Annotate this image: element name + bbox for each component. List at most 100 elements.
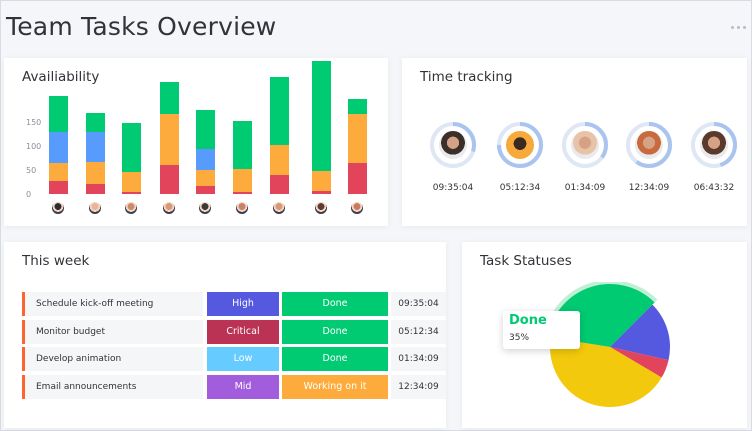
time-tracking-title: Time tracking (420, 69, 513, 85)
pie-tooltip: Done 35% (503, 311, 580, 349)
page-title: Team Tasks Overview (6, 12, 277, 41)
more-options-icon[interactable] (731, 26, 746, 29)
time-tracking-person[interactable]: 06:43:32 (684, 121, 744, 226)
task-statuses-title: Task Statuses (480, 253, 572, 269)
person-avatar[interactable] (88, 201, 102, 215)
priority-label[interactable]: High (207, 292, 279, 316)
status-label[interactable]: Working on it (282, 375, 388, 399)
bar-segment (270, 77, 289, 146)
status-label[interactable]: Done (282, 292, 388, 316)
availability-widget: Availiability 150 100 50 0 (4, 58, 388, 226)
person-avatar (569, 129, 601, 161)
person-avatar (504, 129, 536, 161)
priority-label[interactable]: Mid (207, 375, 279, 399)
bar-segment (86, 113, 105, 133)
person-avatar (698, 129, 730, 161)
time-tracking-person[interactable]: 09:35:04 (423, 121, 483, 226)
availability-bar[interactable] (86, 113, 105, 194)
task-name[interactable]: Email announcements (22, 375, 203, 399)
task-row[interactable]: Schedule kick-off meeting High Done 09:35:0… (22, 292, 446, 316)
bar-segment (160, 81, 179, 115)
time-tracking-person[interactable]: 12:34:09 (619, 121, 679, 226)
progress-ring (626, 122, 672, 168)
bar-segment (270, 145, 289, 175)
bar-segment (160, 114, 179, 165)
person-avatar[interactable] (314, 201, 328, 215)
bar-segment (270, 174, 289, 194)
pie-slice[interactable] (550, 337, 662, 407)
y-tick-label: 100 (26, 142, 42, 151)
status-label[interactable]: Done (282, 347, 388, 371)
task-name[interactable]: Develop animation (22, 347, 203, 371)
person-avatar[interactable] (272, 201, 286, 215)
person-avatar[interactable] (198, 201, 212, 215)
person-avatar[interactable] (124, 201, 138, 215)
person-avatar (633, 129, 665, 161)
pie-slice[interactable] (610, 304, 670, 361)
bar-segment (86, 132, 105, 162)
this-week-title: This week (22, 253, 90, 269)
task-row[interactable]: Monitor budget Critical Done 05:12:34 (22, 320, 446, 344)
time-tracking-person[interactable]: 01:34:09 (555, 121, 615, 226)
bar-segment (233, 169, 252, 193)
task-time: 05:12:34 (391, 320, 446, 344)
task-name[interactable]: Schedule kick-off meeting (22, 292, 203, 316)
person-avatar[interactable] (51, 201, 65, 215)
bar-segment (196, 109, 215, 149)
tracked-time: 06:43:32 (693, 183, 735, 193)
tracked-time: 05:12:34 (499, 183, 541, 193)
time-tracking-person[interactable]: 05:12:34 (490, 121, 550, 226)
tooltip-label: Done (509, 313, 547, 328)
tracked-time: 12:34:09 (628, 183, 670, 193)
bar-segment (49, 181, 68, 194)
task-name[interactable]: Monitor budget (22, 320, 203, 344)
status-label[interactable]: Done (282, 320, 388, 344)
bar-segment (122, 122, 141, 172)
bar-segment (312, 191, 331, 194)
task-row[interactable]: Develop animation Low Done 01:34:09 (22, 347, 446, 371)
task-statuses-widget: Task Statuses Done 35% (462, 242, 747, 428)
availability-bar[interactable] (160, 81, 179, 194)
progress-ring (562, 122, 608, 168)
progress-ring (497, 122, 543, 168)
availability-bar[interactable] (348, 99, 367, 194)
bar-segment (49, 131, 68, 163)
availability-bar[interactable] (312, 60, 331, 194)
bar-segment (196, 148, 215, 171)
availability-bar[interactable] (233, 120, 252, 194)
availability-bar[interactable] (196, 109, 215, 194)
pie-slice[interactable] (610, 347, 669, 378)
time-tracking-widget: Time tracking 09:35:04 05:12:34 01:34:09 12… (402, 58, 747, 226)
availability-bar[interactable] (270, 77, 289, 194)
bar-segment (49, 95, 68, 132)
progress-ring (430, 122, 476, 168)
bar-segment (196, 186, 215, 194)
bar-segment (233, 192, 252, 194)
availability-bar[interactable] (49, 95, 68, 194)
bar-segment (312, 60, 331, 171)
availability-bar[interactable] (122, 122, 141, 194)
progress-ring (691, 122, 737, 168)
tracked-time: 01:34:09 (564, 183, 606, 193)
person-avatar (437, 129, 469, 161)
priority-label[interactable]: Critical (207, 320, 279, 344)
priority-label[interactable]: Low (207, 347, 279, 371)
task-time: 12:34:09 (391, 375, 446, 399)
task-row[interactable]: Email announcements Mid Working on it 12:34… (22, 375, 446, 399)
bar-segment (122, 192, 141, 194)
bar-segment (86, 161, 105, 185)
bar-segment (348, 162, 367, 194)
this-week-widget: This week Schedule kick-off meeting High D… (4, 242, 446, 428)
availability-title: Availiability (22, 69, 100, 85)
tooltip-value: 35% (509, 333, 530, 343)
y-tick-label: 0 (26, 190, 32, 199)
bar-segment (49, 162, 68, 182)
bar-segment (348, 99, 367, 115)
bar-segment (196, 170, 215, 187)
person-avatar[interactable] (235, 201, 249, 215)
task-time: 09:35:04 (391, 292, 446, 316)
bar-segment (348, 114, 367, 163)
bar-segment (122, 171, 141, 193)
person-avatar[interactable] (162, 201, 176, 215)
person-avatar[interactable] (350, 201, 364, 215)
